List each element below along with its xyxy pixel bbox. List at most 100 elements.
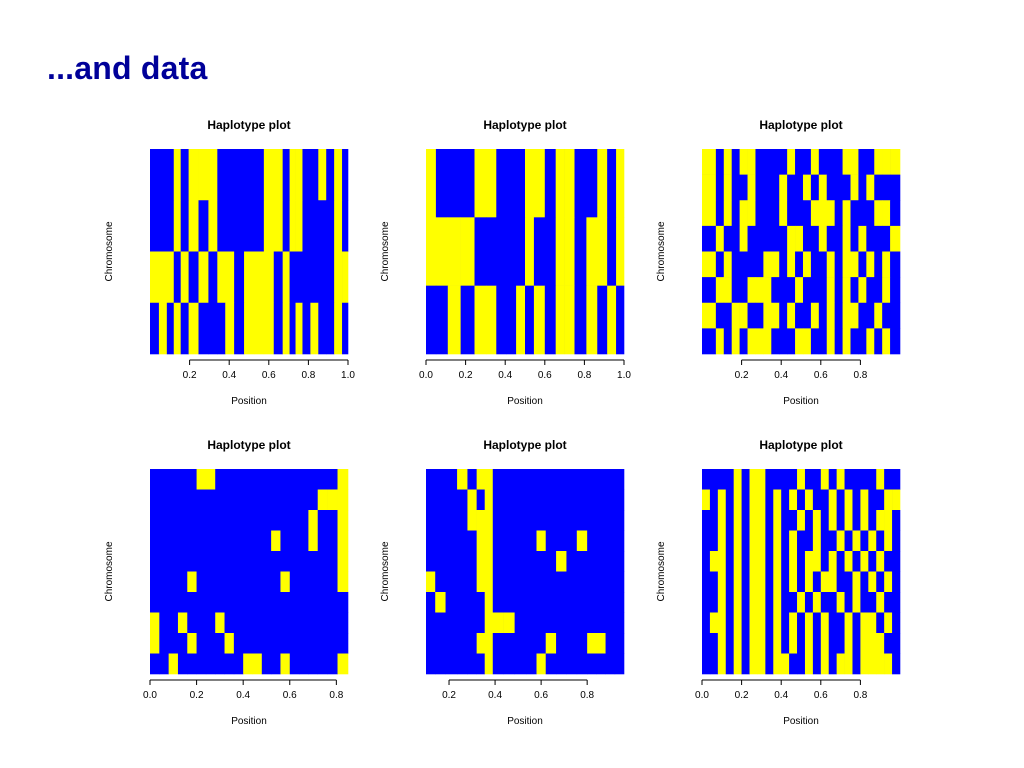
heatmap-cell: [556, 489, 567, 511]
heatmap-cell: [749, 510, 758, 531]
heatmap-cell: [747, 225, 756, 252]
heatmap-cell: [587, 510, 597, 531]
heatmap-cell: [196, 633, 207, 654]
heatmap-cell: [586, 285, 598, 355]
x-tick-label: 0.0: [419, 370, 433, 381]
heatmap-cell: [566, 489, 578, 511]
heatmap-cell: [168, 653, 179, 675]
heatmap-cell: [741, 571, 750, 593]
heatmap-cell: [492, 633, 504, 654]
heatmap-cell: [168, 489, 179, 511]
heatmap-cell: [804, 653, 814, 675]
heatmap-cell: [749, 489, 758, 511]
heatmap-cell: [781, 489, 790, 511]
heatmap-cell: [702, 469, 711, 490]
heatmap-cell: [476, 633, 486, 654]
heatmap-cell: [166, 149, 175, 201]
heatmap-cell: [757, 612, 766, 634]
heatmap-cell: [317, 592, 328, 613]
heatmap-cell: [243, 530, 253, 552]
heatmap-cell: [892, 489, 901, 511]
heatmap-cell: [882, 225, 891, 252]
heatmap-cell: [781, 469, 790, 490]
heatmap-cell: [295, 302, 303, 355]
heatmap-cell: [484, 592, 494, 613]
heatmap-cell: [802, 277, 812, 304]
heatmap-cell: [858, 277, 867, 304]
heatmap-cell: [733, 612, 742, 634]
heatmap-cell: [820, 653, 830, 675]
heatmap-cell: [271, 469, 281, 490]
heatmap-cell: [177, 571, 188, 593]
x-tick-label: 0.2: [183, 370, 197, 381]
heatmap-cell: [302, 302, 311, 355]
heatmap-cell: [731, 200, 740, 227]
heatmap-cell: [765, 633, 774, 654]
heatmap-cell: [308, 592, 319, 613]
heatmap-cell: [779, 225, 788, 252]
heatmap-cell: [596, 510, 606, 531]
heatmap-cell: [605, 489, 616, 511]
heatmap-cell: [850, 302, 859, 329]
heatmap-cell: [514, 592, 527, 613]
heatmap-cell: [299, 592, 309, 613]
heatmap-cell: [890, 251, 901, 278]
heatmap-cell: [892, 633, 901, 654]
heatmap-cell: [779, 277, 788, 304]
heatmap-cell: [852, 571, 861, 593]
heatmap-cell: [271, 510, 281, 531]
heatmap-cell: [804, 510, 814, 531]
heatmap-cell: [781, 510, 790, 531]
heatmap-cell: [308, 489, 319, 511]
heatmap-cell: [723, 251, 732, 278]
heatmap-cell: [205, 530, 216, 552]
heatmap-cell: [765, 571, 774, 593]
heatmap-cell: [299, 551, 309, 572]
heatmap-cell: [299, 612, 309, 634]
heatmap-cell: [544, 285, 556, 355]
heatmap-cell: [544, 217, 556, 286]
heatmap-cell: [702, 225, 717, 252]
x-tick-label: 0.4: [498, 370, 512, 381]
heatmap-cell: [514, 489, 527, 511]
heatmap-cell: [866, 225, 875, 252]
heatmap-cell: [566, 571, 578, 593]
heatmap-cell: [261, 530, 272, 552]
heatmap-cell: [177, 633, 188, 654]
heatmap-cell: [616, 149, 625, 218]
x-tick-label: 0.8: [329, 690, 343, 701]
heatmap-cell: [503, 571, 515, 593]
heatmap-cell: [514, 469, 527, 490]
heatmap-cell: [765, 469, 774, 490]
heatmap-cell: [765, 612, 774, 634]
heatmap-cell: [763, 149, 772, 175]
heatmap-cell: [271, 489, 281, 511]
heatmap-cell: [327, 530, 338, 552]
heatmap-cell: [795, 225, 804, 252]
x-tick-label: 0.2: [735, 370, 749, 381]
heatmap-cell: [860, 653, 869, 675]
x-axis-label: Position: [783, 716, 819, 727]
heatmap-cell: [158, 200, 168, 252]
heatmap-cell: [702, 530, 711, 552]
heatmap-cell: [326, 302, 335, 355]
heatmap-cell: [860, 489, 869, 511]
heatmap-cell: [757, 653, 766, 675]
heatmap-cell: [747, 328, 756, 355]
heatmap-cell: [576, 551, 588, 572]
heatmap-cell: [457, 612, 468, 634]
heatmap-cell: [496, 149, 507, 218]
heatmap-cell: [566, 551, 578, 572]
heatmap-cell: [514, 551, 527, 572]
heatmap-cell: [177, 612, 188, 634]
heatmap-cell: [828, 530, 837, 552]
heatmap-cell: [614, 489, 625, 511]
heatmap-cell: [741, 510, 750, 531]
heatmap-cell: [233, 571, 244, 593]
plot-title: Haplotype plot: [759, 438, 842, 452]
heatmap-cell: [556, 592, 567, 613]
heatmap-cell: [614, 633, 625, 654]
heatmap-cell: [566, 592, 578, 613]
heatmap-cell: [299, 510, 309, 531]
heatmap-cell: [820, 592, 830, 613]
